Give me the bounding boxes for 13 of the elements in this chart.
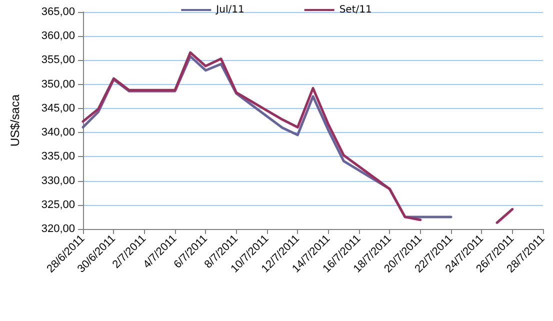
y-tick-label: 355,00 — [41, 54, 75, 66]
y-tick-label: 360,00 — [41, 30, 75, 42]
y-axis-title: US$/saca — [8, 94, 22, 147]
legend-label: Jul/11 — [215, 4, 244, 16]
legend-label: Set/11 — [339, 4, 372, 16]
y-tick-label: 335,00 — [41, 150, 75, 163]
y-tick-label: 320,00 — [41, 223, 75, 235]
y-tick-label: 345,00 — [41, 102, 75, 114]
y-tick-label: 325,00 — [41, 198, 75, 211]
y-tick-label: 340,00 — [41, 126, 75, 139]
y-tick-label: 330,00 — [41, 174, 75, 187]
y-tick-label: 365,00 — [41, 6, 75, 18]
y-tick-label: 350,00 — [41, 78, 75, 90]
